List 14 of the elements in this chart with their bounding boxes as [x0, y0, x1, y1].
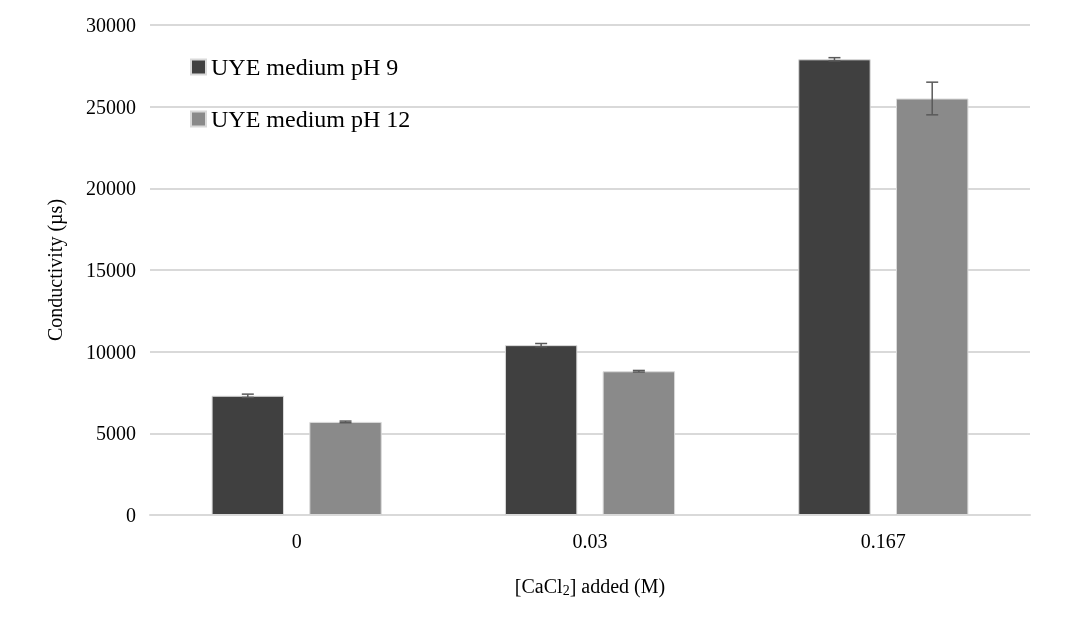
y-tick-label: 25000	[86, 95, 136, 118]
x-tick-label: 0.03	[572, 530, 608, 552]
x-axis-title: [CaCl2] added (M)	[514, 575, 666, 598]
legend-label: UYE medium pH 12	[211, 106, 411, 132]
y-axis-title: Conductivity (µs)	[44, 198, 67, 342]
y-tick-label: 20000	[86, 177, 136, 200]
y-tick-label: 5000	[96, 422, 136, 445]
y-tick-label: 10000	[86, 340, 136, 363]
legend-label: UYE medium pH 9	[211, 54, 399, 80]
y-tick-label: 0	[126, 504, 136, 526]
x-tick-label: 0.167	[860, 530, 906, 552]
y-tick-label: 30000	[86, 14, 136, 36]
x-tick-label: 0	[291, 530, 302, 552]
y-tick-label: 15000	[86, 259, 136, 281]
